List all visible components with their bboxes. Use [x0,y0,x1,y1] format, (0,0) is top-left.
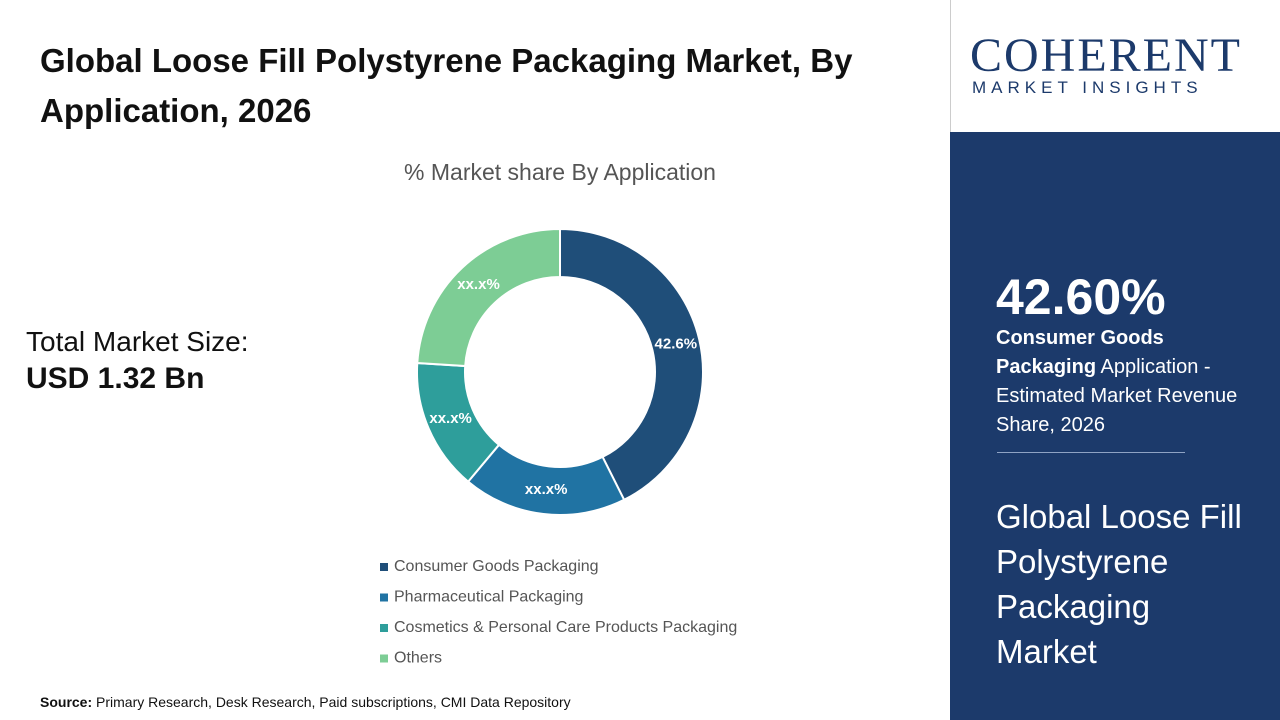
donut-slice [466,443,626,516]
legend-swatch [380,654,388,663]
logo-area [950,0,1280,132]
legend-swatch [380,593,388,602]
donut-slice [559,227,704,502]
panel-footer: Global Loose Fill Polystyrene Packaging … [996,498,1242,670]
data-label: xx.x% [525,481,568,498]
summary-label: Total Market Size: [26,326,249,357]
legend-label: Consumer Goods Packaging [394,558,599,575]
summary-value: USD 1.32 Bn [26,362,205,395]
source-text: Primary Research, Desk Research, Paid su… [96,694,571,710]
legend-swatch [380,563,388,571]
description: Application - Estimated Market Revenue S… [996,356,1238,436]
logo-tagline: MARKET INSIGHTS [972,78,1203,97]
source: Source: Primary Research, Desk Research,… [40,694,571,710]
legend-swatch [380,624,388,632]
page-title: Global Loose Fill Polystyrene Packaging … [40,42,853,129]
data-label: xx.x% [429,410,472,427]
logo-name: COHERENT [970,29,1242,82]
highlight: Consumer Goods Packaging [996,327,1164,378]
legend-label: Cosmetics & Personal Care Products Packa… [394,619,737,636]
divider [997,452,1185,453]
donut-slice [416,227,561,368]
stat: 42.60% [996,269,1166,325]
source-label: Source: [40,694,93,710]
stat-description: Consumer Goods Packaging Application - E… [996,324,1246,440]
data-label: xx.x% [457,276,500,293]
side-panel [950,132,1280,720]
chart-title: % Market share By Application [404,159,716,185]
legend-label: Pharmaceutical Packaging [394,589,583,606]
data-label: 42.6% [655,336,698,353]
legend-label: Others [394,650,442,667]
chart: % Market share By Application 42.6% xx.x%… [380,159,737,667]
